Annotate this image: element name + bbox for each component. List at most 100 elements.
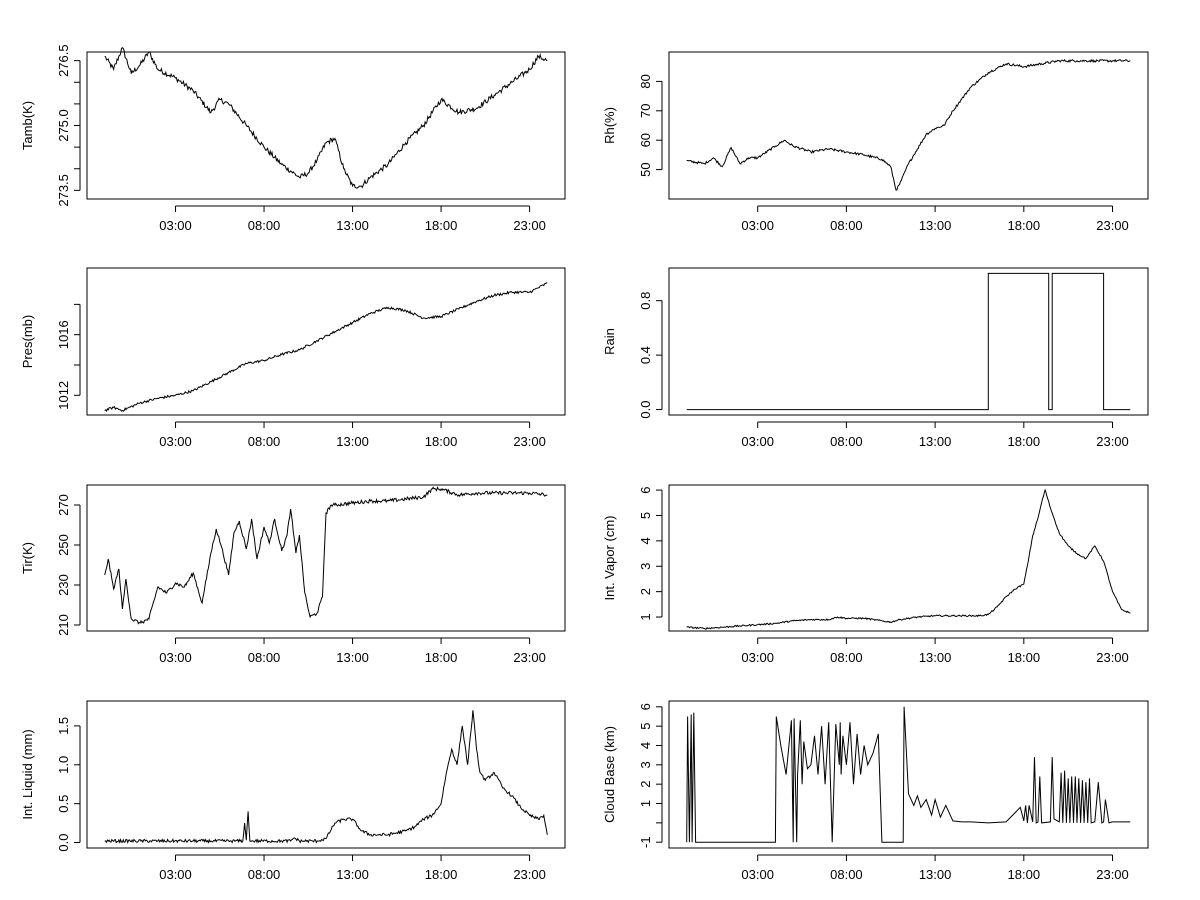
series-line [104,47,548,189]
x-tick-label: 08:00 [248,650,281,665]
y-tick-label: 50 [638,162,653,176]
y-tick-label: 5 [638,723,653,730]
series-line [104,486,548,625]
y-tick-label: 60 [638,133,653,147]
x-tick-label: 08:00 [830,434,863,449]
panel-cloud-base: 03:00 08:00 13:00 18:00 23:00 -1 1 2 3 4 5 6 Cloud B… [602,700,1149,882]
x-tick-label: 23:00 [1096,650,1129,665]
x-tick-label: 18:00 [425,218,458,233]
y-tick-label: -1 [638,836,653,848]
plot-frame [86,700,566,849]
x-tick-label: 13:00 [919,867,952,882]
y-tick-label: 276.5 [56,44,71,77]
panel-int-vapor: 03:00 08:00 13:00 18:00 23:00 1 2 3 4 5 6 Int. Vapo… [602,484,1149,665]
x-tick-label: 13:00 [919,218,952,233]
plot-frame [86,267,566,416]
y-tick-label: 230 [56,574,71,596]
panel-rain: 03:00 08:00 13:00 18:00 23:00 0.0 0.4 0.8 Rain [602,267,1149,449]
panel-tamb: 03:00 08:00 13:00 18:00 23:00 273.5 275.0 276.5… [20,44,566,233]
series-line [686,58,1131,191]
y-tick-label: 5 [638,512,653,519]
x-tick-label: 18:00 [425,867,458,882]
x-tick-label: 23:00 [1096,218,1129,233]
x-tick-label: 03:00 [741,867,774,882]
y-tick-label: 0.0 [56,834,71,852]
x-tick-label: 03:00 [159,434,192,449]
x-tick-label: 08:00 [830,218,863,233]
x-tick-label: 03:00 [741,218,774,233]
y-tick-label: 1 [638,800,653,807]
y-tick-label: 0.4 [638,346,653,364]
y-axis-label: Rh(%) [602,107,617,144]
x-tick-label: 18:00 [1008,218,1041,233]
x-tick-label: 18:00 [1008,650,1041,665]
y-axis-label: Tamb(K) [20,101,35,150]
y-tick-label: 2 [638,588,653,595]
plot-frame [668,700,1149,849]
x-tick-label: 08:00 [830,650,863,665]
series-line [686,706,1131,843]
y-tick-label: 4 [638,742,653,749]
y-tick-label: 3 [638,563,653,570]
y-tick-label: 1.0 [56,756,71,774]
y-tick-label: 1012 [56,381,71,410]
y-tick-label: 270 [56,494,71,516]
panel-int-liquid: 03:00 08:00 13:00 18:00 23:00 0.0 0.5 1.0 1.5 Int… [20,700,566,882]
y-tick-label: 210 [56,614,71,636]
x-tick-label: 13:00 [336,434,369,449]
x-tick-label: 08:00 [248,434,281,449]
x-tick-label: 23:00 [513,867,546,882]
x-tick-label: 13:00 [336,218,369,233]
x-tick-label: 23:00 [1096,867,1129,882]
plot-frame [668,484,1149,632]
x-tick-label: 03:00 [159,650,192,665]
plot-frame [668,51,1149,200]
y-tick-label: 1 [638,613,653,620]
x-tick-label: 23:00 [1096,434,1129,449]
y-tick-label: 80 [638,74,653,88]
x-tick-label: 18:00 [1008,434,1041,449]
x-tick-label: 23:00 [513,434,546,449]
y-tick-label: 275.0 [56,109,71,142]
plot-frame [86,484,566,632]
series-line [686,272,1131,411]
plot-frame [668,267,1149,416]
series-line [104,710,548,845]
x-tick-label: 18:00 [425,650,458,665]
y-tick-label: 250 [56,534,71,556]
y-tick-label: 6 [638,486,653,493]
y-axis-label: Int. Liquid (mm) [20,729,35,819]
x-tick-label: 08:00 [248,218,281,233]
y-tick-label: 1.5 [56,717,71,735]
x-tick-label: 03:00 [741,650,774,665]
x-tick-label: 13:00 [919,434,952,449]
y-axis-label: Pres(mb) [20,315,35,368]
x-tick-label: 08:00 [248,867,281,882]
x-tick-label: 08:00 [830,867,863,882]
x-tick-label: 03:00 [159,218,192,233]
panel-rh: 03:00 08:00 13:00 18:00 23:00 50 60 70 80 Rh(%) [602,51,1149,233]
panel-tir: 03:00 08:00 13:00 18:00 23:00 210 230 250 270 Tir… [20,484,566,665]
y-tick-label: 3 [638,761,653,768]
x-tick-label: 18:00 [425,434,458,449]
x-tick-label: 13:00 [919,650,952,665]
x-tick-label: 18:00 [1008,867,1041,882]
y-axis-label: Int. Vapor (cm) [602,515,617,600]
y-tick-label: 1016 [56,320,71,349]
y-axis-label: Cloud Base (km) [602,726,617,823]
x-tick-label: 23:00 [513,218,546,233]
y-tick-label: 4 [638,537,653,544]
y-axis-label: Tir(K) [20,542,35,574]
x-tick-label: 13:00 [336,867,369,882]
x-tick-label: 13:00 [336,650,369,665]
y-tick-label: 0.5 [56,795,71,813]
panel-pres: 03:00 08:00 13:00 18:00 23:00 1012 1016 Pres(mb… [20,267,566,449]
series-line [686,488,1131,630]
series-line [104,282,548,412]
y-tick-label: 0.0 [638,401,653,419]
x-tick-label: 03:00 [159,867,192,882]
y-tick-label: 6 [638,703,653,710]
y-axis-label: Rain [602,328,617,355]
plot-frame [86,51,566,200]
